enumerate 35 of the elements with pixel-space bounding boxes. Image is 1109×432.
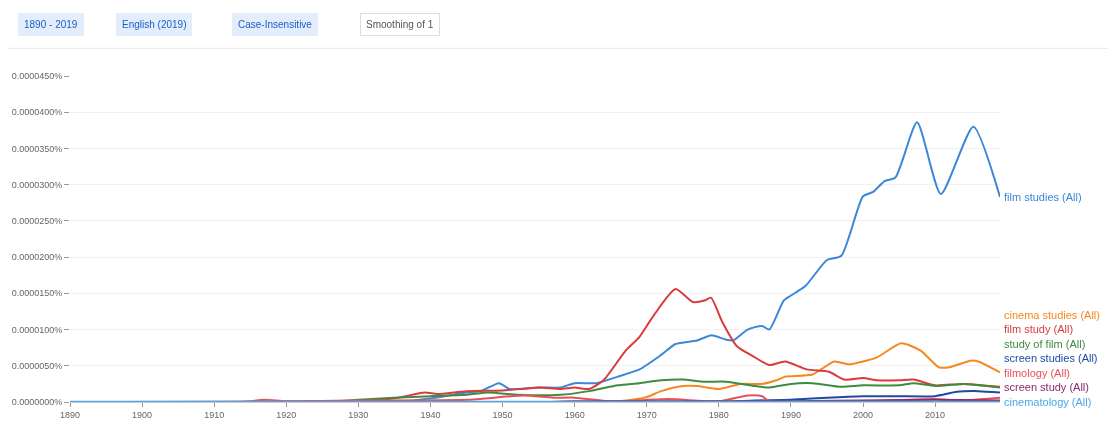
x-tick-label: 1950: [492, 409, 513, 420]
text: English (2019): [122, 19, 187, 30]
y-tick-label: 0.0000200%: [11, 252, 63, 263]
y-tick-label: 0.0000000%: [11, 397, 63, 408]
text: Smoothing of 1: [366, 19, 434, 30]
x-tick-label: 2000: [853, 409, 874, 420]
y-tick-label: 0.0000350%: [11, 143, 63, 154]
series-label: filmology (All): [1004, 367, 1071, 379]
text: study of film (All): [1004, 338, 1086, 350]
x-tick-label: 1940: [420, 409, 441, 420]
x-tick-label: 2010: [925, 409, 946, 420]
y-tick-label: 0.0000450%: [11, 71, 63, 82]
text: screen studies (All): [1004, 352, 1098, 364]
x-tick-label: 1980: [708, 409, 729, 420]
text: Case-Insensitive: [238, 19, 313, 30]
y-tick-label: 0.0000100%: [11, 324, 63, 335]
x-tick-label: 1970: [636, 409, 657, 420]
x-tick-label: 1920: [276, 409, 297, 420]
x-tick-label: 1960: [564, 409, 585, 420]
x-tick-label: 1890: [59, 409, 81, 420]
y-tick-label: 0.0000250%: [11, 216, 63, 227]
x-tick-label: 1930: [348, 409, 369, 420]
series-label: screen study (All): [1004, 381, 1089, 393]
x-tick-label: 1910: [204, 409, 225, 420]
x-tick-label: 1900: [132, 409, 153, 420]
text: 1890 - 2019: [24, 19, 78, 30]
y-tick-label: 0.0000300%: [11, 179, 63, 190]
series-label: cinematology (All): [1004, 396, 1092, 408]
y-tick-label: 0.0000400%: [11, 107, 63, 118]
series-label: film studies (All): [1004, 191, 1082, 203]
text: film study (All): [1004, 323, 1074, 335]
text: cinema studies (All): [1004, 309, 1100, 321]
y-tick-label: 0.0000050%: [11, 360, 63, 371]
x-tick-label: 1990: [780, 409, 801, 420]
y-tick-label: 0.0000150%: [11, 288, 63, 299]
